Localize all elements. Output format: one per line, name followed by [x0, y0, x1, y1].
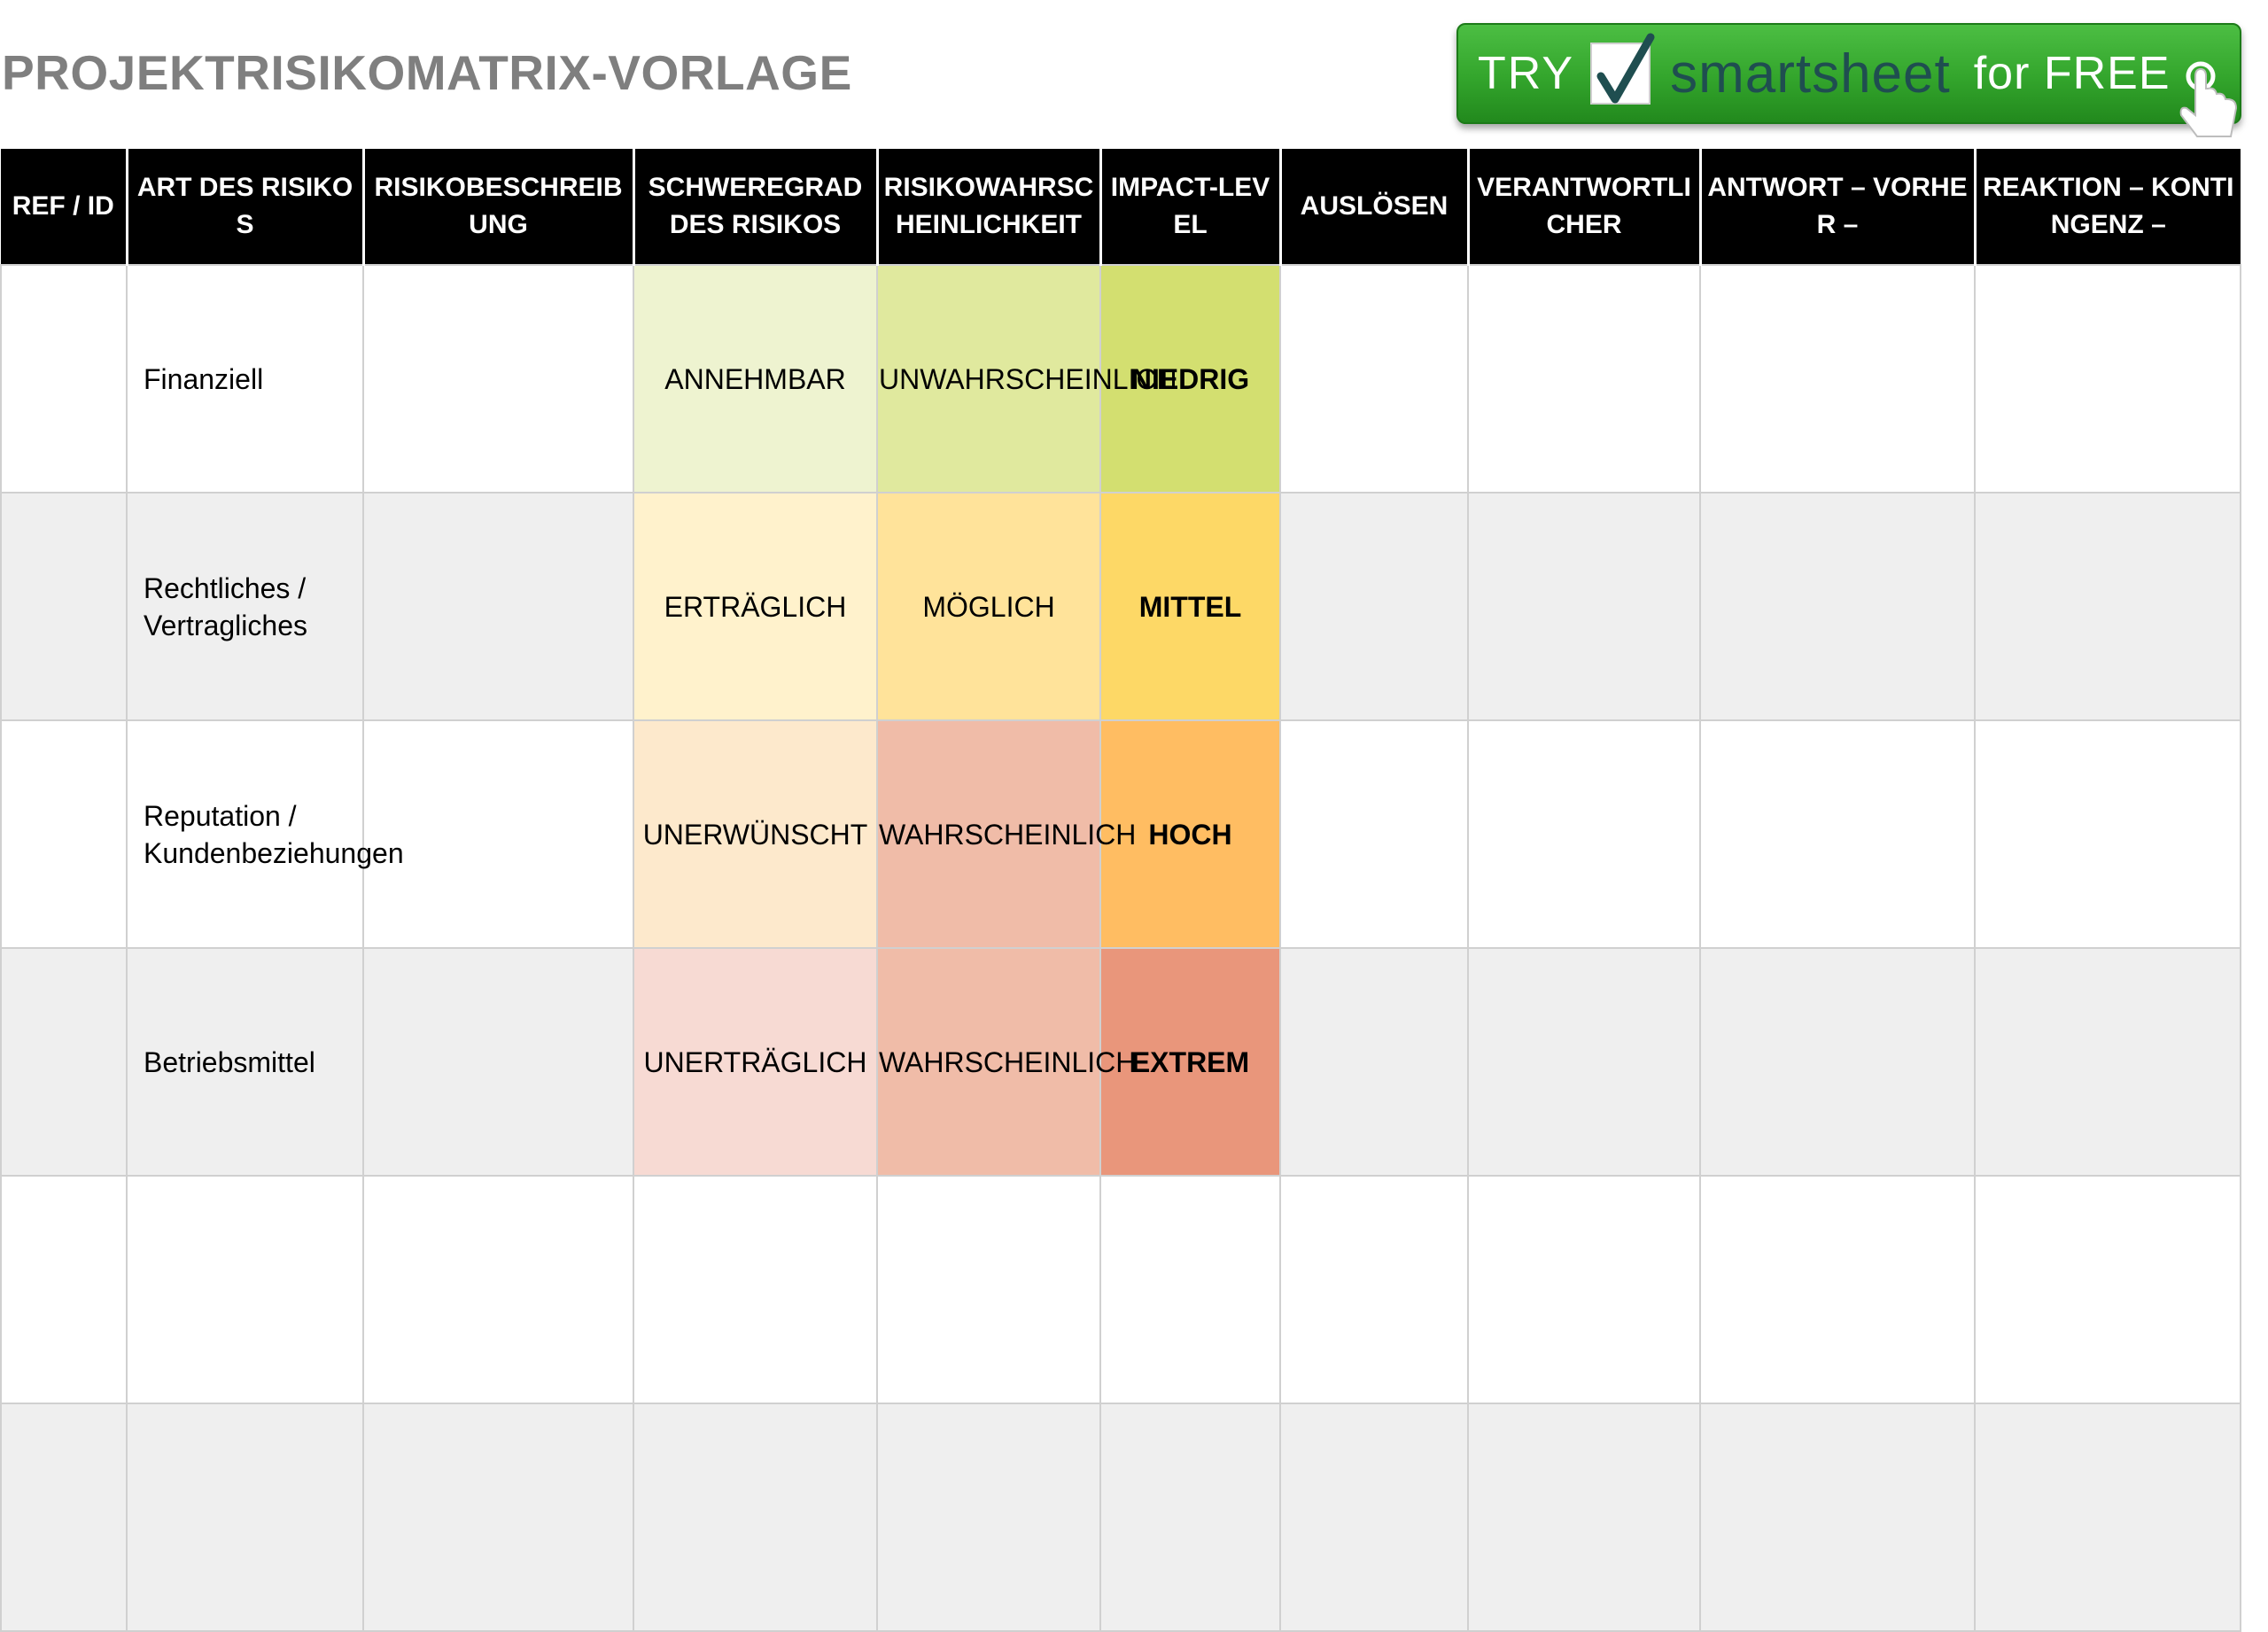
- header-ref-id: REF / ID: [1, 149, 128, 265]
- ref-cell[interactable]: [0, 947, 128, 1177]
- trigger-cell[interactable]: [1279, 719, 1469, 949]
- table-row: [0, 1175, 2241, 1404]
- pointer-hand-icon: [2174, 60, 2245, 144]
- risk-type-cell[interactable]: [126, 1403, 364, 1632]
- severity-cell[interactable]: [633, 1403, 878, 1632]
- banner-free-text: for FREE: [1973, 48, 2171, 99]
- ref-cell[interactable]: [0, 1403, 128, 1632]
- table-row: Betriebsmittel UNERTRÄGLICH WAHRSCHEINLI…: [0, 947, 2241, 1177]
- header-risk-description: RISIKOBESCHREIBUNG: [363, 149, 635, 265]
- response-contingency-cell[interactable]: [1974, 1403, 2241, 1632]
- smartsheet-trial-banner[interactable]: TRY smartsheet for FREE: [1456, 23, 2241, 137]
- response-before-cell[interactable]: [1699, 947, 1976, 1177]
- risk-description-cell[interactable]: [362, 719, 634, 949]
- table-row: [0, 1403, 2241, 1632]
- trigger-cell[interactable]: [1279, 1403, 1469, 1632]
- severity-cell[interactable]: ERTRÄGLICH: [633, 492, 878, 721]
- header-impact-level: IMPACT-LEVEL: [1100, 149, 1282, 265]
- response-before-cell[interactable]: [1699, 1403, 1976, 1632]
- response-contingency-cell[interactable]: [1974, 492, 2241, 721]
- probability-cell[interactable]: WAHRSCHEINLICH: [876, 947, 1136, 1177]
- severity-cell[interactable]: UNERTRÄGLICH: [633, 947, 878, 1177]
- probability-cell[interactable]: MÖGLICH: [876, 492, 1101, 721]
- risk-type-cell[interactable]: [126, 1175, 364, 1404]
- response-before-cell[interactable]: [1699, 264, 1976, 493]
- risk-type-cell[interactable]: Reputation / Kundenbeziehungen: [126, 719, 404, 949]
- owner-cell[interactable]: [1467, 947, 1701, 1177]
- table-row: Reputation / Kundenbeziehungen UNERWÜNSC…: [0, 719, 2241, 949]
- risk-type-cell[interactable]: Finanziell: [126, 264, 364, 493]
- response-before-cell[interactable]: [1699, 492, 1976, 721]
- response-contingency-cell[interactable]: [1974, 264, 2241, 493]
- checkmark-icon: [1590, 33, 1655, 105]
- probability-cell[interactable]: WAHRSCHEINLICH: [876, 719, 1136, 949]
- severity-cell[interactable]: [633, 1175, 878, 1404]
- impact-cell[interactable]: EXTREM: [1099, 947, 1281, 1177]
- trigger-cell[interactable]: [1279, 1175, 1469, 1404]
- header-trigger: AUSLÖSEN: [1280, 149, 1470, 265]
- trigger-cell[interactable]: [1279, 492, 1469, 721]
- owner-cell[interactable]: [1467, 1175, 1701, 1404]
- ref-cell[interactable]: [0, 719, 128, 949]
- risk-description-cell[interactable]: [362, 1403, 634, 1632]
- impact-cell[interactable]: [1099, 1175, 1281, 1404]
- banner-brand-text: smartsheet: [1670, 43, 1951, 105]
- ref-cell[interactable]: [0, 492, 128, 721]
- trigger-cell[interactable]: [1279, 947, 1469, 1177]
- header-row: REF / ID ART DES RISIKOS RISIKOBESCHREIB…: [1, 149, 2241, 265]
- risk-description-cell[interactable]: [362, 1175, 634, 1404]
- header-response-contingency: REAKTION – KONTINGENZ –: [1975, 149, 2241, 265]
- ref-cell[interactable]: [0, 1175, 128, 1404]
- header-owner: VERANTWORTLICHER: [1468, 149, 1702, 265]
- response-contingency-cell[interactable]: [1974, 947, 2241, 1177]
- severity-cell[interactable]: ANNEHMBAR: [633, 264, 878, 493]
- trigger-cell[interactable]: [1279, 264, 1469, 493]
- table-row: Rechtliches / Vertragliches ERTRÄGLICH M…: [0, 492, 2241, 721]
- impact-cell[interactable]: HOCH: [1099, 719, 1281, 949]
- risk-description-cell[interactable]: [362, 947, 634, 1177]
- header-risk-probability: RISIKOWAHRSCHEINLICHKEIT: [877, 149, 1102, 265]
- risk-description-cell[interactable]: [362, 492, 634, 721]
- probability-cell[interactable]: UNWAHRSCHEINLICH: [876, 264, 1177, 493]
- page-title: PROJEKTRISIKOMATRIX-VORLAGE: [2, 45, 852, 100]
- risk-description-cell[interactable]: [362, 264, 634, 493]
- impact-cell[interactable]: MITTEL: [1099, 492, 1281, 721]
- owner-cell[interactable]: [1467, 1403, 1701, 1632]
- response-contingency-cell[interactable]: [1974, 719, 2241, 949]
- header-response-before: ANTWORT – VORHER –: [1700, 149, 1977, 265]
- owner-cell[interactable]: [1467, 264, 1701, 493]
- probability-cell[interactable]: [876, 1175, 1101, 1404]
- owner-cell[interactable]: [1467, 719, 1701, 949]
- risk-matrix-table: REF / ID ART DES RISIKOS RISIKOBESCHREIB…: [0, 149, 2241, 1632]
- response-before-cell[interactable]: [1699, 719, 1976, 949]
- risk-type-cell[interactable]: Rechtliches / Vertragliches: [126, 492, 364, 721]
- severity-cell[interactable]: UNERWÜNSCHT: [633, 719, 878, 949]
- ref-cell[interactable]: [0, 264, 128, 493]
- risk-type-cell[interactable]: Betriebsmittel: [126, 947, 364, 1177]
- table-row: Finanziell ANNEHMBAR UNWAHRSCHEINLICH NI…: [0, 264, 2241, 493]
- banner-try-text: TRY: [1478, 48, 1575, 99]
- probability-cell[interactable]: [876, 1403, 1101, 1632]
- owner-cell[interactable]: [1467, 492, 1701, 721]
- impact-cell[interactable]: [1099, 1403, 1281, 1632]
- header-risk-type: ART DES RISIKOS: [127, 149, 365, 265]
- impact-cell[interactable]: NIEDRIG: [1099, 264, 1281, 493]
- response-contingency-cell[interactable]: [1974, 1175, 2241, 1404]
- response-before-cell[interactable]: [1699, 1175, 1976, 1404]
- header-risk-severity: SCHWEREGRAD DES RISIKOS: [633, 149, 879, 265]
